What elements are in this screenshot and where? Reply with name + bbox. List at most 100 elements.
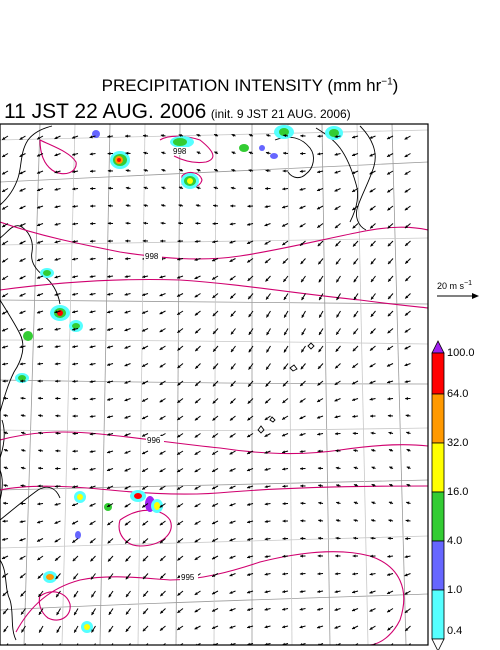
isobar-996 xyxy=(0,431,428,455)
wind-arrow xyxy=(194,239,201,243)
wind-arrow xyxy=(54,170,61,174)
wind-arrow xyxy=(125,204,131,208)
isobar-mid xyxy=(0,278,428,309)
wind-arrow xyxy=(178,168,184,172)
wind-arrow xyxy=(142,520,149,526)
wind-arrow xyxy=(72,432,79,436)
wind-arrow xyxy=(351,135,359,139)
wind-arrow xyxy=(335,258,341,265)
wind-arrow xyxy=(142,134,149,138)
wind-arrow xyxy=(299,240,306,247)
wind-arrow xyxy=(212,380,219,387)
wind-arrow xyxy=(264,205,271,209)
wind-arrow xyxy=(351,398,359,402)
wind-arrow xyxy=(369,153,376,157)
wind-arrow xyxy=(89,345,96,349)
wind-arrow xyxy=(282,169,289,173)
wind-arrow xyxy=(36,223,44,227)
wind-arrow xyxy=(159,520,166,526)
wind-arrow xyxy=(89,520,96,526)
wind-arrow xyxy=(1,170,9,175)
wind-arrow xyxy=(54,275,61,279)
wind-arrow xyxy=(387,205,394,211)
wind-arrow xyxy=(300,467,306,471)
wind-arrow xyxy=(247,186,254,190)
wind-arrow xyxy=(246,590,254,594)
wind-arrow xyxy=(211,590,219,595)
wind-arrow xyxy=(299,205,306,209)
wind-arrow xyxy=(36,188,44,192)
wind-arrow xyxy=(246,555,254,559)
wind-arrow xyxy=(73,608,79,616)
wind-arrow xyxy=(141,345,149,350)
wind-arrow xyxy=(177,380,184,386)
wind-arrow xyxy=(142,275,149,279)
wind-arrow xyxy=(176,485,184,491)
precip-cell-7 xyxy=(40,268,54,278)
wind-arrow xyxy=(89,414,96,418)
wind-arrow xyxy=(351,590,359,594)
wind-arrow xyxy=(37,573,44,580)
wind-arrow xyxy=(19,170,26,175)
wind-arrow xyxy=(404,345,411,350)
wind-arrow xyxy=(89,538,96,544)
wind-arrow xyxy=(281,433,289,437)
wind-arrow xyxy=(141,310,149,314)
wind-arrow xyxy=(404,555,411,559)
wind-arrow xyxy=(72,555,79,562)
wind-arrow xyxy=(176,450,184,456)
wind-arrow xyxy=(282,554,289,558)
wind-arrow xyxy=(371,483,376,487)
wind-arrow xyxy=(159,625,166,632)
precip-cell-9 xyxy=(69,320,83,332)
wind-arrow xyxy=(386,608,394,613)
wind-arrow xyxy=(141,380,149,385)
valid-time: 11 JST 22 AUG. 2006 xyxy=(4,100,207,123)
wind-arrow xyxy=(72,222,79,226)
wind-arrow xyxy=(124,520,131,526)
wind-arrow xyxy=(141,433,149,437)
wind-arrow xyxy=(54,205,61,209)
wind-arrow xyxy=(2,590,9,597)
wind-arrow xyxy=(246,485,254,489)
wind-arrow xyxy=(211,555,219,560)
wind-arrow xyxy=(265,363,271,370)
wind-arrow xyxy=(37,502,44,506)
wind-arrow xyxy=(229,485,236,489)
wind-arrow xyxy=(229,625,236,629)
wind-arrow xyxy=(282,607,289,611)
wind-arrow xyxy=(246,502,254,506)
wind-arrow xyxy=(387,293,394,300)
wind-arrow xyxy=(159,450,166,455)
wind-arrow xyxy=(142,625,149,632)
wind-arrow xyxy=(282,151,289,155)
wind-arrow xyxy=(334,363,341,369)
wind-arrow xyxy=(371,466,376,470)
wind-arrow xyxy=(142,608,149,615)
wind-arrow xyxy=(230,204,236,208)
wind-arrow xyxy=(125,590,131,598)
wind-arrow xyxy=(19,275,26,280)
wind-arrow xyxy=(404,135,411,140)
wind-arrow xyxy=(335,466,341,470)
wind-arrow xyxy=(300,501,306,505)
wind-arrow xyxy=(212,222,219,226)
wind-arrow xyxy=(214,151,219,155)
wind-arrow xyxy=(213,186,219,190)
precip-cell-2 xyxy=(170,136,194,148)
wind-arrow xyxy=(20,431,26,435)
wind-arrow xyxy=(334,135,341,139)
wind-arrow xyxy=(335,240,341,247)
wind-arrow xyxy=(19,328,26,332)
wind-arrow xyxy=(318,293,324,301)
wind-arrow xyxy=(37,466,44,470)
wind-arrow xyxy=(159,538,166,544)
grid-line xyxy=(0,593,428,611)
wind-arrow xyxy=(353,466,359,470)
wind-arrow xyxy=(128,643,131,645)
wind-arrow xyxy=(264,433,271,438)
wind-arrow xyxy=(178,204,184,208)
wind-arrow xyxy=(106,310,114,314)
precip-cell-5 xyxy=(325,126,343,140)
wind-arrow xyxy=(142,555,149,562)
